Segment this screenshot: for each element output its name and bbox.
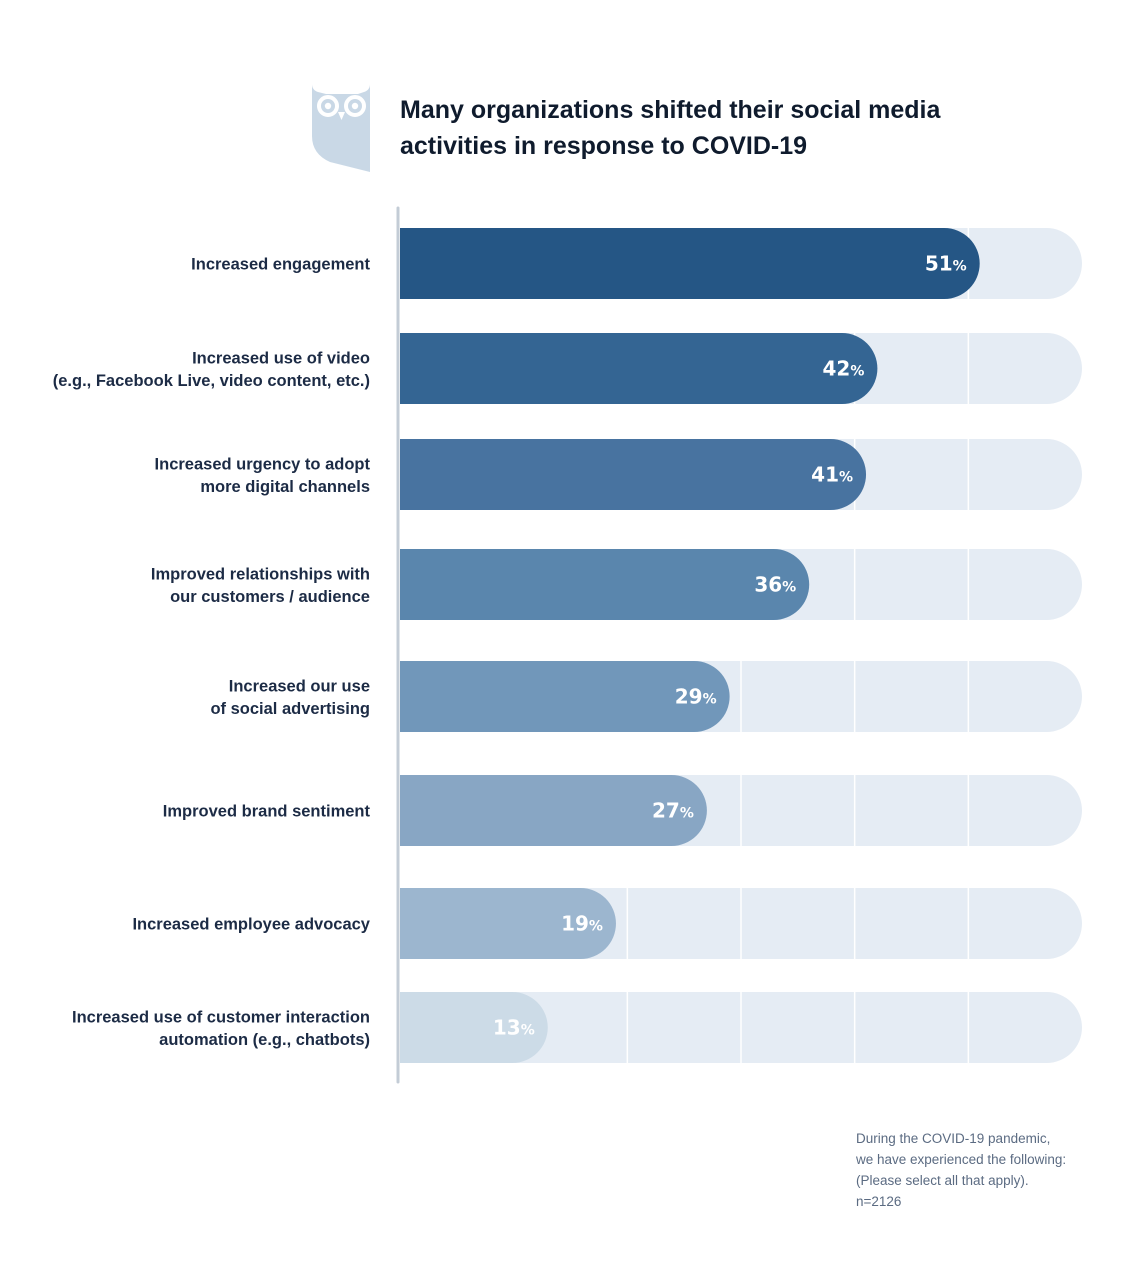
bar xyxy=(400,992,548,1063)
data-label: 13% xyxy=(493,1016,535,1040)
category-label: our customers / audience xyxy=(170,588,370,606)
category-label: (e.g., Facebook Live, video content, etc… xyxy=(53,372,370,390)
category-label: Increased use of customer interaction xyxy=(72,1008,370,1026)
category-label: Increased urgency to adopt xyxy=(155,455,371,473)
category-label: Increased employee advocacy xyxy=(132,916,370,934)
data-label: 19% xyxy=(561,912,603,936)
footnote-line: (Please select all that apply). xyxy=(856,1173,1029,1188)
footnote-line: n=2126 xyxy=(856,1194,902,1209)
bar xyxy=(400,549,810,620)
bar xyxy=(400,228,980,299)
category-label: Improved brand sentiment xyxy=(163,803,371,821)
owl-logo-icon xyxy=(312,84,370,172)
footnote-line: During the COVID-19 pandemic, xyxy=(856,1131,1051,1146)
bar xyxy=(400,661,730,732)
survey-footnote: During the COVID-19 pandemic, we have ex… xyxy=(856,1128,1116,1212)
category-label: automation (e.g., chatbots) xyxy=(159,1031,370,1049)
data-label: 36% xyxy=(754,573,796,597)
category-label: of social advertising xyxy=(210,700,370,718)
data-label: 29% xyxy=(675,685,717,709)
bar xyxy=(400,775,707,846)
data-label: 27% xyxy=(652,799,694,823)
category-label: Increased our use xyxy=(229,677,370,695)
data-label: 51% xyxy=(925,252,967,276)
category-label: Improved relationships with xyxy=(151,565,370,583)
category-label: Increased use of video xyxy=(192,349,370,367)
footnote-line: we have experienced the following: xyxy=(856,1152,1067,1167)
bar xyxy=(400,888,616,959)
bar-layer: 51% 42% 41% 36% 29% 27% 19% 13% xyxy=(400,228,980,1063)
category-label-layer: Increased engagement Increased use of vid… xyxy=(53,256,371,1049)
data-label: 42% xyxy=(823,357,865,381)
data-label: 41% xyxy=(811,463,853,487)
bar xyxy=(400,333,878,404)
chart-title: Many organizations shifted their social … xyxy=(400,96,941,160)
category-label: more digital channels xyxy=(200,478,370,496)
bar xyxy=(400,439,867,510)
category-label: Increased engagement xyxy=(191,256,370,274)
